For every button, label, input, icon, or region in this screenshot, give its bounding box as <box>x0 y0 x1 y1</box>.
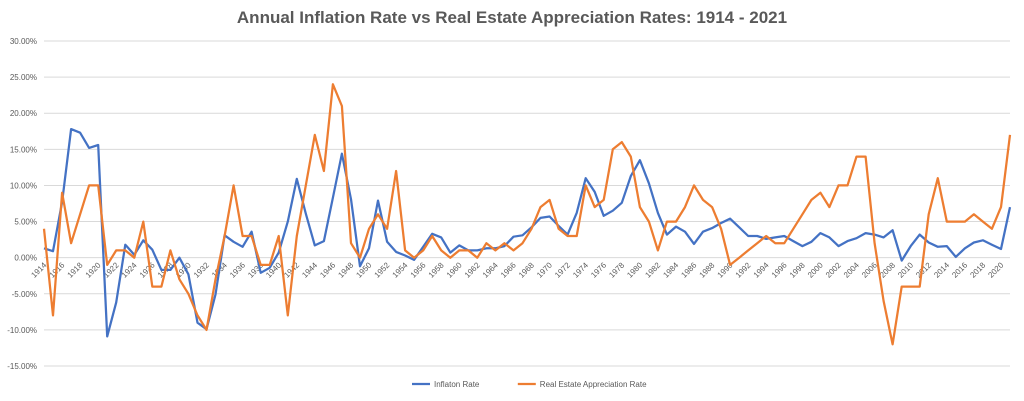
x-tick-label: 1992 <box>734 260 753 279</box>
y-axis-ticks: -15.00% -10.00% -5.00% 0.00% 5.00% 10.00% 15.0… <box>7 37 37 371</box>
y-tick-label: 15.00% <box>10 145 37 154</box>
x-tick-label: 2016 <box>950 260 969 279</box>
y-tick-label: 5.00% <box>14 218 37 227</box>
x-tick-label: 1956 <box>409 260 428 279</box>
x-tick-label: 2014 <box>932 260 951 279</box>
x-tick-label: 1996 <box>770 260 789 279</box>
x-tick-label: 1994 <box>752 260 771 279</box>
x-tick-label: 1998 <box>788 260 807 279</box>
x-tick-label: 1984 <box>661 260 680 279</box>
x-tick-label: 1988 <box>698 260 717 279</box>
x-tick-label: 1936 <box>228 260 247 279</box>
y-tick-label: 20.00% <box>10 109 37 118</box>
x-tick-label: 2020 <box>986 260 1005 279</box>
x-tick-label: 1980 <box>625 260 644 279</box>
y-tick-label: 10.00% <box>10 181 37 190</box>
x-tick-label: 1950 <box>354 260 373 279</box>
x-tick-label: 2002 <box>824 260 843 279</box>
y-tick-label: -15.00% <box>7 362 37 371</box>
x-tick-label: 1952 <box>373 260 392 279</box>
x-tick-label: 1946 <box>318 260 337 279</box>
y-tick-label: -5.00% <box>12 290 37 299</box>
x-tick-label: 2018 <box>968 260 987 279</box>
x-tick-label: 1968 <box>517 260 536 279</box>
x-tick-label: 1920 <box>84 260 103 279</box>
series-line-2 <box>42 83 1012 346</box>
legend-label-2: Real Estate Appreciation Rate <box>540 380 647 389</box>
x-tick-label: 2008 <box>878 260 897 279</box>
y-tick-label: 25.00% <box>10 73 37 82</box>
y-tick-label: 30.00% <box>10 37 37 46</box>
x-tick-label: 1948 <box>336 260 355 279</box>
x-tick-label: 1978 <box>607 260 626 279</box>
x-tick-label: 1970 <box>535 260 554 279</box>
x-tick-label: 1954 <box>391 260 410 279</box>
series-lines <box>42 83 1012 346</box>
legend: Inflaton Rate Real Estate Appreciation Ra… <box>412 380 647 389</box>
x-tick-label: 2006 <box>860 260 879 279</box>
x-tick-label: 1918 <box>66 260 85 279</box>
chart-title: Annual Inflation Rate vs Real Estate App… <box>236 8 788 27</box>
x-tick-label: 1914 <box>29 260 48 279</box>
x-tick-label: 2012 <box>914 260 933 279</box>
x-tick-label: 1958 <box>427 260 446 279</box>
x-tick-label: 1972 <box>553 260 572 279</box>
x-tick-label: 1976 <box>589 260 608 279</box>
x-tick-label: 1962 <box>463 260 482 279</box>
x-tick-label: 1926 <box>138 260 157 279</box>
y-tick-label: -10.00% <box>7 326 37 335</box>
y-tick-label: 0.00% <box>14 254 37 263</box>
x-tick-label: 2000 <box>806 260 825 279</box>
x-tick-label: 1960 <box>445 260 464 279</box>
x-tick-label: 2004 <box>842 260 861 279</box>
x-tick-label: 1966 <box>499 260 518 279</box>
x-tick-label: 1964 <box>481 260 500 279</box>
x-tick-label: 2010 <box>896 260 915 279</box>
legend-label-1: Inflaton Rate <box>434 380 480 389</box>
x-tick-label: 1982 <box>643 260 662 279</box>
x-tick-label: 1938 <box>246 260 265 279</box>
x-tick-label: 1944 <box>300 260 319 279</box>
x-tick-label: 1974 <box>571 260 590 279</box>
x-tick-label: 1932 <box>192 260 211 279</box>
gridlines <box>44 40 1010 367</box>
x-tick-label: 1986 <box>679 260 698 279</box>
